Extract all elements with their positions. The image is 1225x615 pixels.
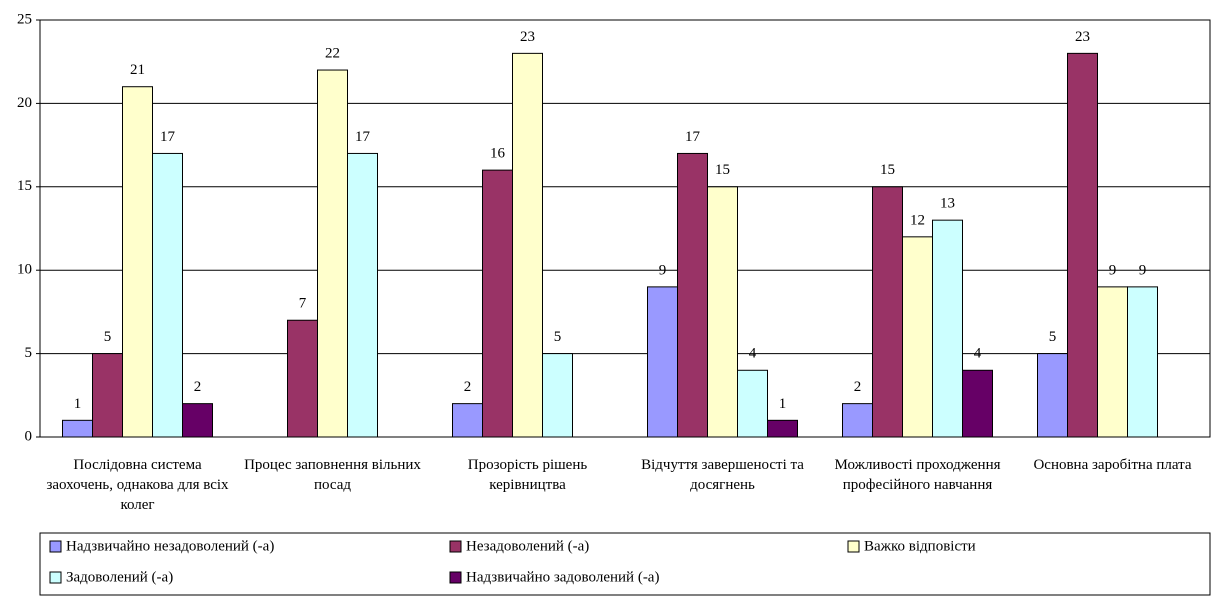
data-label: 2 (464, 379, 472, 395)
data-label: 15 (880, 162, 895, 178)
data-label: 23 (520, 29, 535, 45)
data-label: 2 (194, 379, 202, 395)
bar (347, 152, 378, 438)
data-label: 17 (355, 129, 371, 145)
bar (92, 353, 123, 438)
bar (902, 236, 933, 438)
bar (482, 169, 513, 438)
data-label: 13 (940, 196, 955, 212)
x-tick-label: Відчуття завершеності та досягнень (641, 457, 804, 493)
data-label: 4 (749, 346, 757, 362)
data-label: 5 (1049, 329, 1057, 345)
data-label: 21 (130, 62, 145, 78)
x-tick-label: Послідовна система заохочень, однакова д… (46, 457, 229, 513)
data-label: 5 (554, 329, 562, 345)
y-tick-label: 20 (17, 95, 32, 111)
data-label: 23 (1075, 29, 1090, 45)
data-label: 15 (715, 162, 730, 178)
bar (767, 419, 798, 438)
y-tick-label: 25 (17, 11, 32, 27)
bar (872, 186, 903, 438)
plot-area (39, 19, 1211, 438)
data-label: 1 (779, 396, 787, 412)
data-label: 9 (1139, 262, 1147, 278)
y-tick-label: 0 (25, 428, 33, 444)
bar (452, 403, 483, 438)
data-label: 17 (685, 129, 701, 145)
x-tick-label: Основна заробітна плата (1033, 457, 1192, 473)
legend-label: Важко відповісти (864, 538, 976, 554)
bar (647, 286, 678, 438)
bar (62, 419, 93, 438)
legend-box (39, 532, 1211, 596)
bar (542, 353, 573, 438)
bar (677, 152, 708, 438)
data-label: 22 (325, 45, 340, 61)
x-tick-label: Процес заповнення вільних посад (244, 457, 421, 493)
legend-swatch (449, 540, 462, 553)
y-tick-label: 10 (17, 262, 32, 278)
bar (932, 219, 963, 438)
data-label: 17 (160, 129, 176, 145)
data-label: 5 (104, 329, 112, 345)
bar (1097, 286, 1128, 438)
legend-label: Задоволений (-а) (66, 569, 173, 585)
y-tick-label: 15 (17, 178, 32, 194)
data-label: 7 (299, 296, 307, 312)
y-tick-label: 5 (25, 345, 33, 361)
bar (707, 186, 738, 438)
bar (1037, 353, 1068, 438)
bar (182, 403, 213, 438)
legend-swatch (449, 571, 462, 584)
bar (842, 403, 873, 438)
data-label: 12 (910, 212, 925, 228)
data-label: 1 (74, 396, 82, 412)
bar (512, 52, 543, 438)
data-label: 9 (1109, 262, 1117, 278)
legend-label: Незадоволений (-а) (466, 538, 589, 554)
legend-swatch (49, 571, 62, 584)
x-tick-label: Можливості проходження професійного навч… (834, 457, 1001, 493)
bar (1127, 286, 1158, 438)
data-label: 9 (659, 262, 667, 278)
bar (1067, 52, 1098, 438)
bar (152, 152, 183, 438)
data-label: 16 (490, 146, 506, 162)
bar (317, 69, 348, 438)
legend-label: Надзвичайно незадоволений (-а) (66, 538, 274, 554)
bar (287, 319, 318, 438)
legend-swatch (49, 540, 62, 553)
bar (122, 86, 153, 438)
bar (962, 369, 993, 438)
legend-swatch (847, 540, 860, 553)
data-label: 2 (854, 379, 862, 395)
x-tick-label: Прозорість рішень керівництва (467, 457, 588, 493)
data-label: 4 (974, 346, 982, 362)
legend-label: Надзвичайно задоволений (-а) (466, 569, 659, 585)
bar (737, 369, 768, 438)
